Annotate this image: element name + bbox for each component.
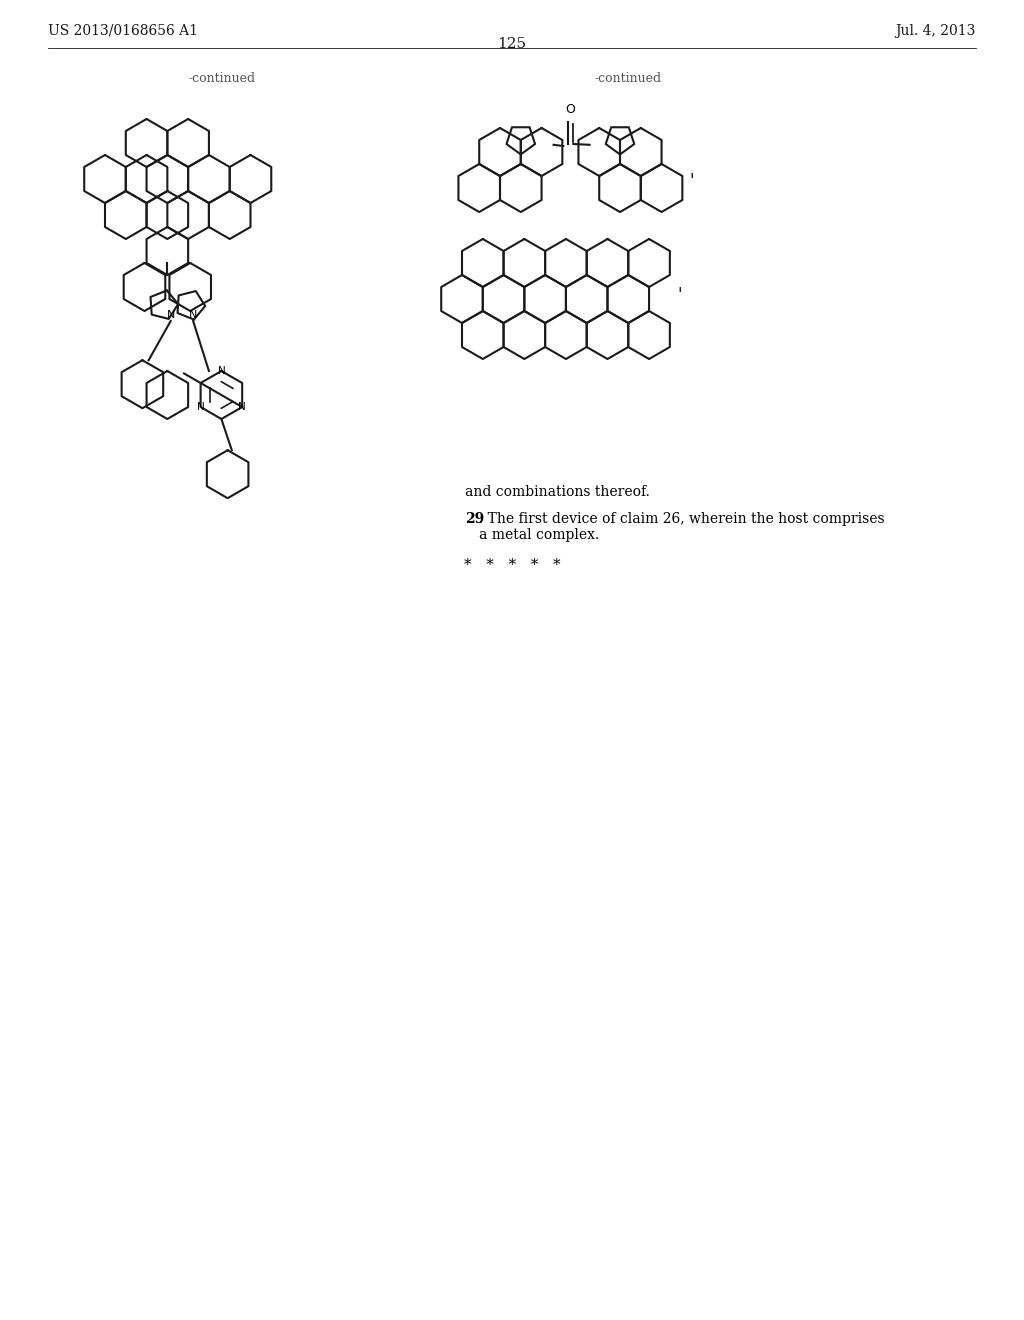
Text: N: N — [189, 310, 198, 319]
Text: Jul. 4, 2013: Jul. 4, 2013 — [896, 24, 976, 38]
Text: *   *   *   *   *: * * * * * — [464, 558, 560, 572]
Text: ': ' — [689, 172, 694, 189]
Text: N: N — [239, 403, 246, 412]
Text: . The first device of claim 26, wherein the host comprises
a metal complex.: . The first device of claim 26, wherein … — [479, 512, 885, 543]
Text: 29: 29 — [465, 512, 484, 525]
Text: O: O — [565, 103, 575, 116]
Text: ': ' — [677, 285, 682, 302]
Text: 125: 125 — [498, 37, 526, 51]
Text: and combinations thereof.: and combinations thereof. — [465, 484, 650, 499]
Text: US 2013/0168656 A1: US 2013/0168656 A1 — [48, 24, 198, 38]
Text: N: N — [197, 403, 205, 412]
Text: -continued: -continued — [595, 73, 662, 84]
Text: N: N — [217, 366, 225, 376]
Text: N: N — [167, 310, 175, 319]
Text: -continued: -continued — [188, 73, 256, 84]
